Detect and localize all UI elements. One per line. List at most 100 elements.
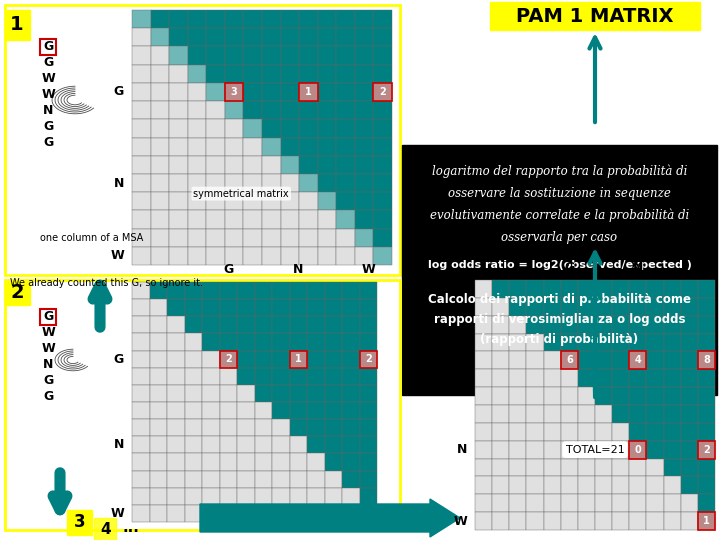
Bar	[207, 101, 225, 119]
Bar	[336, 10, 355, 28]
Bar	[612, 298, 629, 316]
Bar	[629, 476, 647, 494]
Bar	[509, 494, 526, 512]
Bar	[336, 228, 355, 247]
Bar	[307, 282, 325, 299]
Text: (rapporti di probabilità): (rapporti di probabilità)	[480, 333, 639, 346]
Bar	[254, 368, 272, 385]
Bar	[475, 476, 492, 494]
Bar	[355, 228, 374, 247]
Bar	[492, 387, 509, 405]
Bar	[680, 512, 698, 530]
Bar	[318, 28, 336, 46]
Bar	[150, 138, 169, 156]
Bar	[490, 2, 700, 30]
Bar	[202, 385, 220, 402]
Text: logaritmo del rapporto tra la probabilità di: logaritmo del rapporto tra la probabilit…	[432, 165, 687, 179]
Bar	[150, 83, 169, 101]
Bar	[150, 101, 169, 119]
Bar	[629, 494, 647, 512]
Bar	[526, 476, 544, 494]
Bar	[307, 385, 325, 402]
Bar	[680, 441, 698, 458]
Bar	[132, 316, 150, 333]
Bar	[184, 470, 202, 488]
Bar	[680, 494, 698, 512]
Bar	[318, 119, 336, 138]
Bar	[289, 436, 307, 454]
Text: G: G	[43, 39, 53, 52]
Bar	[544, 316, 561, 334]
Bar	[402, 145, 717, 395]
Bar	[281, 28, 299, 46]
Bar	[475, 423, 492, 441]
Bar	[612, 458, 629, 476]
Bar	[544, 405, 561, 423]
Bar	[336, 138, 355, 156]
Bar	[578, 512, 595, 530]
Bar	[544, 458, 561, 476]
Bar	[629, 369, 647, 387]
Bar	[698, 405, 715, 423]
Bar	[237, 350, 254, 368]
Bar	[281, 101, 299, 119]
Bar	[578, 387, 595, 405]
Bar	[595, 369, 612, 387]
Bar	[612, 316, 629, 334]
Bar	[475, 280, 492, 298]
Bar	[202, 488, 220, 505]
Bar	[243, 174, 262, 192]
Bar	[169, 174, 188, 192]
Bar	[225, 101, 243, 119]
Bar	[647, 316, 664, 334]
Bar	[612, 369, 629, 387]
Bar	[544, 423, 561, 441]
Text: PAM 1 MATRIX: PAM 1 MATRIX	[516, 6, 674, 25]
Bar	[318, 192, 336, 211]
Bar	[595, 405, 612, 423]
Bar	[237, 402, 254, 419]
Bar	[318, 101, 336, 119]
Bar	[359, 385, 377, 402]
Bar	[220, 385, 237, 402]
Bar	[492, 334, 509, 352]
Bar	[561, 352, 578, 369]
Bar	[184, 488, 202, 505]
Bar	[254, 505, 272, 522]
Bar	[272, 282, 289, 299]
Bar	[664, 423, 680, 441]
Bar	[207, 138, 225, 156]
Bar	[561, 280, 578, 298]
Bar	[680, 458, 698, 476]
Bar	[207, 46, 225, 65]
Bar	[243, 65, 262, 83]
Bar	[184, 368, 202, 385]
Bar	[237, 470, 254, 488]
Bar	[342, 454, 359, 470]
Bar	[262, 10, 281, 28]
Bar	[492, 405, 509, 423]
Bar	[188, 174, 207, 192]
Bar	[664, 316, 680, 334]
Bar	[544, 298, 561, 316]
Bar	[207, 174, 225, 192]
Bar	[262, 65, 281, 83]
Bar	[307, 368, 325, 385]
Bar	[359, 454, 377, 470]
Bar	[698, 494, 715, 512]
Bar	[207, 192, 225, 211]
Bar	[325, 350, 342, 368]
Bar	[509, 458, 526, 476]
Bar	[150, 28, 169, 46]
Bar	[307, 350, 325, 368]
Bar	[207, 156, 225, 174]
Bar	[132, 247, 150, 265]
Bar	[150, 10, 169, 28]
Bar	[664, 494, 680, 512]
Bar	[544, 494, 561, 512]
Bar	[475, 405, 492, 423]
Bar	[289, 333, 307, 350]
Text: 6: 6	[566, 355, 572, 366]
Bar	[207, 28, 225, 46]
Text: G: G	[43, 56, 53, 69]
